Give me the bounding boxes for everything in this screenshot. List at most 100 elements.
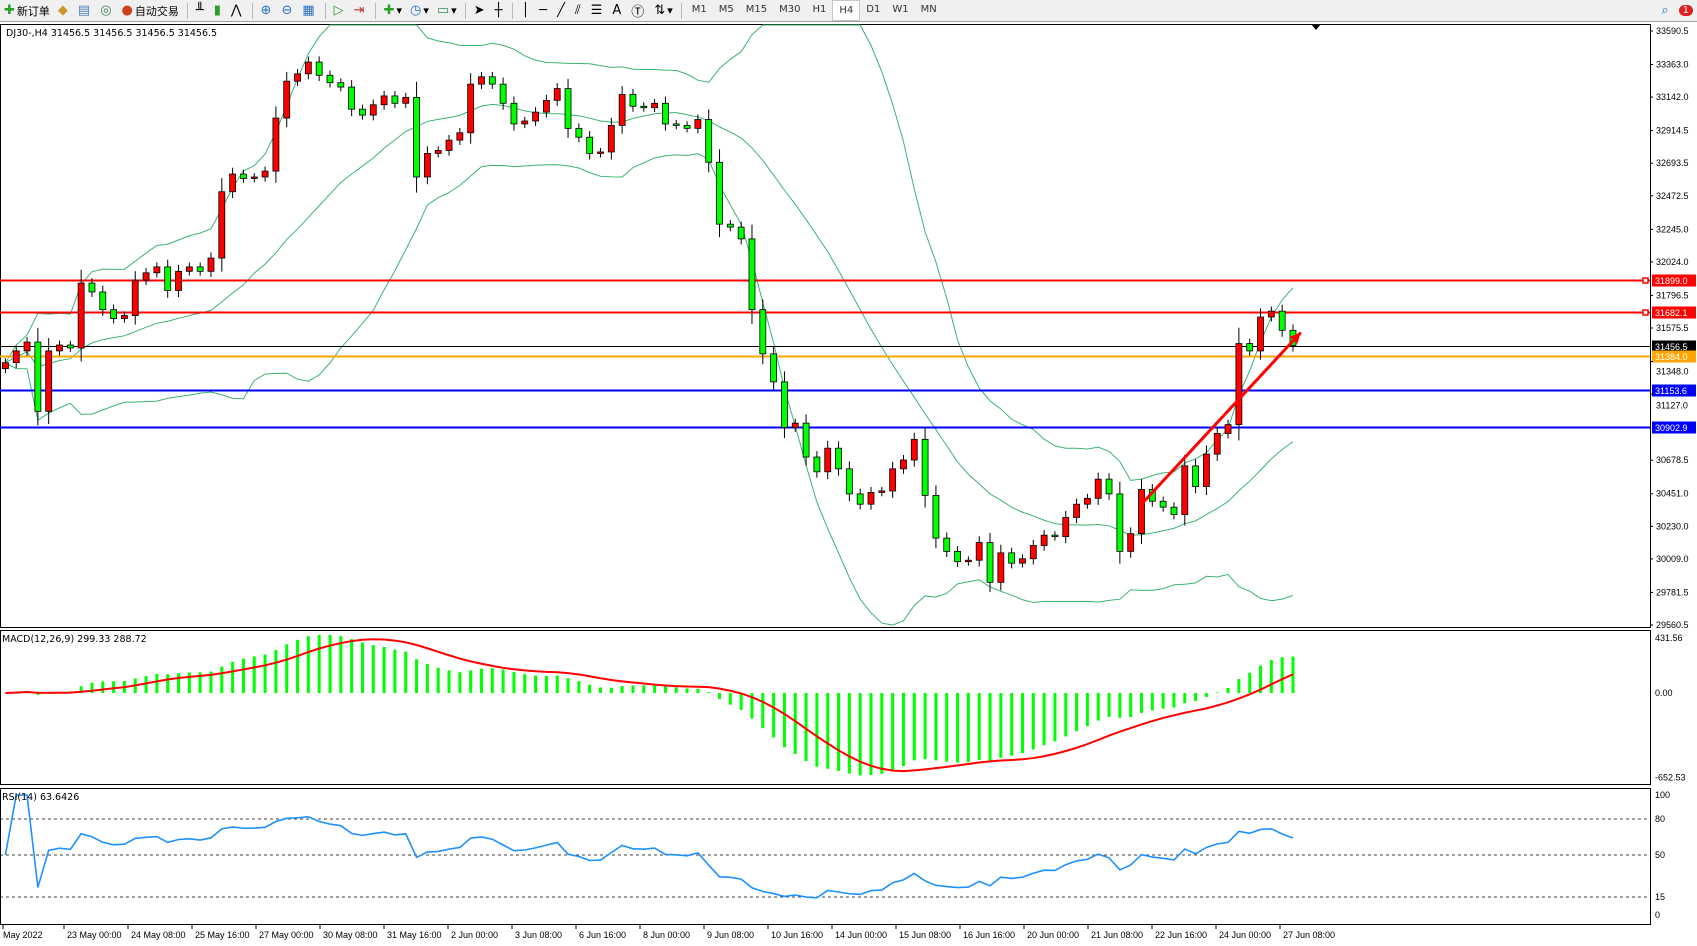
timeframe-w1[interactable]: W1: [892, 4, 909, 15]
time-tick-label: 6 Jun 16:00: [579, 930, 626, 940]
text-label-tool[interactable]: Ⓣ: [627, 1, 650, 20]
candle-bear: [66, 344, 74, 349]
market-watch-button[interactable]: ◆: [54, 1, 74, 20]
timeframe-h1[interactable]: H1: [812, 4, 827, 15]
candle-bull: [142, 272, 150, 281]
candle-bear: [726, 223, 734, 228]
candle-bull: [478, 76, 485, 85]
templates-button[interactable]: ▭ ▾: [436, 3, 457, 18]
timeframe-m1[interactable]: M1: [691, 4, 707, 15]
bar-chart-button[interactable]: ╨: [192, 1, 210, 20]
candle-bull: [597, 151, 604, 154]
separator: [374, 2, 376, 19]
price-tick-label: 30009.0: [1656, 554, 1689, 564]
price-tag: [1652, 340, 1696, 353]
level-anchor: [1642, 277, 1649, 284]
price-tick-label: 31348.0: [1656, 367, 1689, 377]
candle-bull: [1138, 489, 1145, 535]
time-tick-label: 24 Jun 00:00: [1219, 930, 1271, 940]
horizontal-line-icon: ─: [539, 3, 548, 18]
time-tick-label: 14 Jun 00:00: [835, 930, 887, 940]
candle-bear: [640, 105, 648, 109]
price-tick-label: 31127.0: [1656, 401, 1688, 411]
indicators-button[interactable]: ✚ ▾: [383, 3, 402, 18]
time-tick-label: 15 Jun 08:00: [899, 930, 951, 940]
candle-bear: [748, 238, 756, 311]
auto-scroll-button[interactable]: ▷: [330, 1, 350, 20]
notifications-button[interactable]: 1: [1675, 1, 1697, 20]
zoom-out-icon: ⊖: [281, 3, 293, 18]
terminal-button[interactable]: ▤: [74, 1, 96, 20]
candle-bear: [683, 125, 691, 129]
price-tick-label: 29781.5: [1656, 587, 1689, 597]
search-button[interactable]: ⌕: [1657, 1, 1674, 20]
auto-trading-button[interactable]: ● 自动交易: [121, 3, 179, 18]
candle-bear: [1246, 343, 1254, 352]
candle-bear: [1051, 534, 1059, 538]
line-chart-button[interactable]: ⋀: [227, 1, 248, 20]
candle-bear: [240, 173, 247, 179]
macd-panel: [5, 634, 1295, 776]
timeframe-h4[interactable]: H4: [832, 0, 861, 21]
auto-scroll-icon: ▷: [333, 3, 344, 18]
bollinger-middle: [5, 103, 1294, 536]
horizontal-line-tool[interactable]: ─: [535, 1, 553, 20]
time-tick-label: 9 Jun 08:00: [707, 930, 754, 940]
time-tick-label: 27 May 00:00: [259, 930, 314, 940]
main-panel-frame: [0, 24, 1651, 628]
zoom-out-button[interactable]: ⊖: [277, 1, 298, 20]
separator: [512, 2, 514, 19]
price-tick-label: 29560.5: [1656, 620, 1689, 630]
periods-button[interactable]: ◷ ▾: [410, 3, 429, 18]
time-tick-label: 24 May 08:00: [131, 930, 186, 940]
candle-bear: [986, 542, 994, 583]
time-tick-label: 3 Jun 08:00: [515, 930, 562, 940]
channel-tool[interactable]: ⫽: [571, 1, 587, 20]
zoom-in-button[interactable]: ⊕: [257, 1, 278, 20]
price-tick-label: 32245.0: [1656, 224, 1689, 234]
candle-bull: [1235, 343, 1243, 426]
price-tag-label: 31682.1: [1655, 308, 1688, 318]
candle-bear: [672, 123, 680, 126]
candle-bear: [662, 102, 669, 125]
macd-panel-frame: [0, 630, 1651, 785]
candle-bear: [510, 102, 518, 125]
price-tick-label: 30451.0: [1656, 489, 1689, 499]
candle-bull: [997, 552, 1005, 583]
add-indicator-icon: ✚: [383, 3, 395, 18]
rsi-panel-frame: [0, 788, 1651, 925]
auto-trading-icon: ●: [121, 3, 133, 18]
candle-bull: [229, 173, 237, 193]
grid-icon: ▦: [302, 3, 315, 18]
price-tick-label: 33142.0: [1656, 92, 1689, 102]
text-tool[interactable]: A: [608, 1, 627, 20]
candle-bear: [575, 127, 583, 138]
candle-bear: [932, 494, 940, 539]
timeframe-m15[interactable]: M15: [745, 4, 768, 15]
timeframe-m30[interactable]: M30: [779, 4, 801, 15]
signals-button[interactable]: ◎: [96, 1, 117, 20]
rsi-label: RSI(14) 63.6426: [2, 792, 79, 803]
candle-bear: [1105, 478, 1113, 495]
timeframe-d1[interactable]: D1: [866, 4, 881, 15]
new-order-button[interactable]: ✚ 新订单: [4, 3, 50, 18]
fibonacci-tool[interactable]: ☰: [587, 1, 609, 20]
candle-bull: [964, 559, 972, 563]
chart-shift-button[interactable]: ⇥: [350, 1, 371, 20]
vertical-line-tool[interactable]: │: [517, 1, 535, 20]
cursor-tool[interactable]: ➤: [470, 1, 491, 20]
rsi-tick-label: 80: [1655, 814, 1665, 824]
candle-bear: [845, 468, 853, 495]
macd-tick-label: 0.00: [1655, 688, 1673, 698]
time-tick-label: 27 Jun 08:00: [1283, 930, 1335, 940]
trendline-tool[interactable]: ╱: [553, 1, 571, 20]
timeframe-mn[interactable]: MN: [920, 4, 937, 15]
candlestick-button[interactable]: ▮: [210, 1, 227, 20]
crosshair-tool[interactable]: ┼: [491, 1, 509, 20]
price-tag-label: 30902.9: [1655, 423, 1688, 433]
arrows-tool[interactable]: ⇅ ▾: [654, 3, 673, 18]
tile-windows-button[interactable]: ▦: [298, 1, 320, 20]
candle-bull: [532, 111, 539, 122]
timeframe-m5[interactable]: M5: [718, 4, 734, 15]
